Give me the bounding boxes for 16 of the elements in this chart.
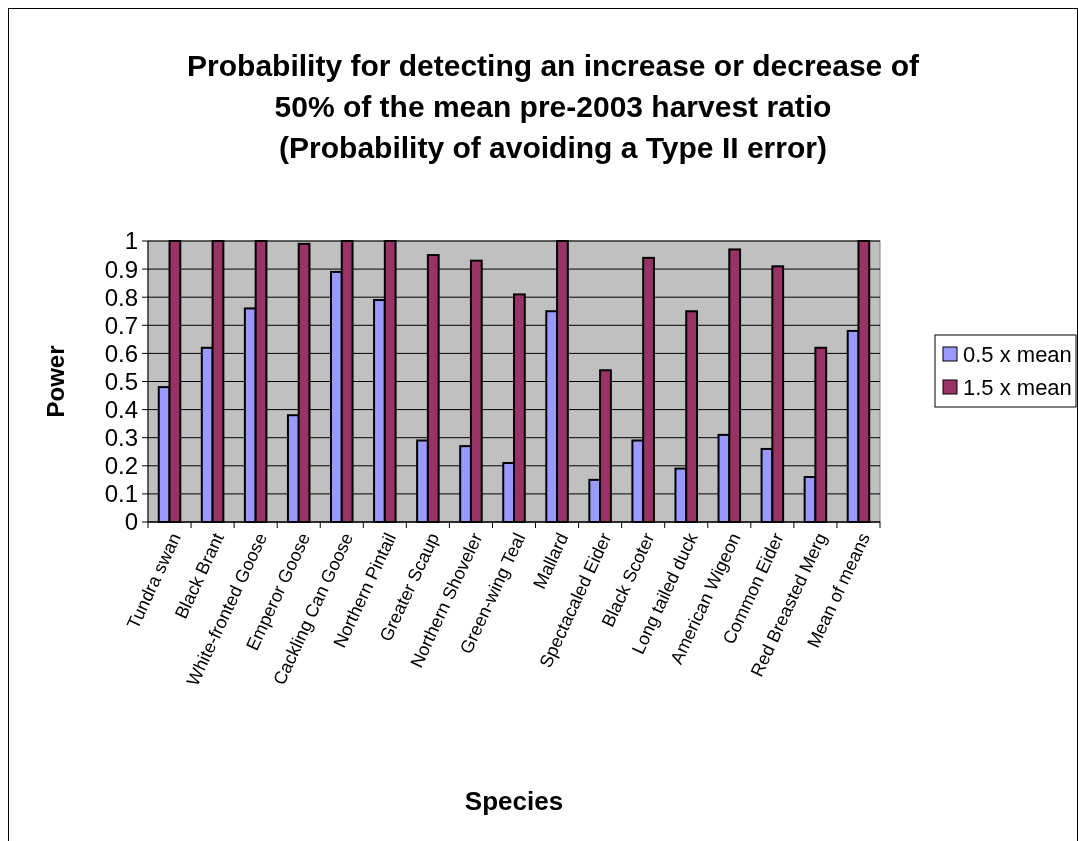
y-tick-label: 0.3 [104,424,138,452]
chart-title: Probability for detecting an increase or decrease of 50% of the mean pre-2003 harvest ratio (Probability of avoiding a Type II error) [187,49,920,164]
legend-label: 0.5 x mean [963,341,1072,367]
y-tick-label: 0.7 [104,311,138,339]
y-tick-label: 0.6 [104,339,138,367]
y-tick-label: 0.8 [104,283,138,311]
y-tick-label: 0 [124,508,138,536]
y-axis-title: Power [42,345,69,418]
x-axis-title: Species [464,786,564,816]
y-tick-label: 1 [124,227,138,255]
legend-label: 1.5 x mean [963,374,1072,400]
y-tick-label: 0.5 [104,367,138,395]
y-tick-label: 0.1 [104,480,138,508]
y-tick-label: 0.2 [104,452,138,480]
y-tick-label: 0.4 [104,396,138,423]
y-tick-label: 0.9 [104,255,138,283]
